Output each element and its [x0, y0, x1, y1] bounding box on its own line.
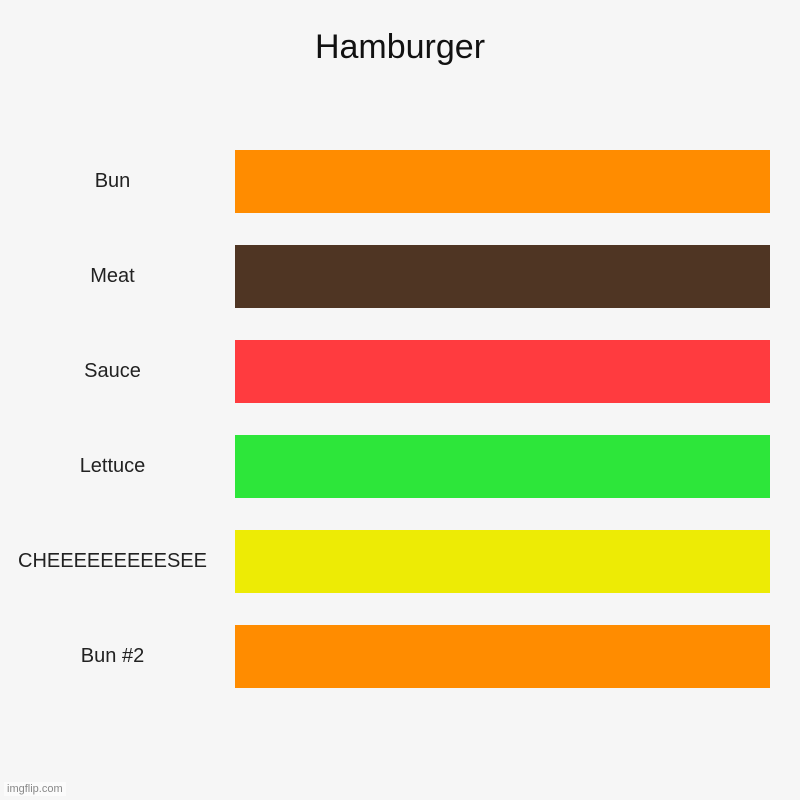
bar-label: Meat — [0, 265, 235, 288]
bar-label: Lettuce — [0, 455, 235, 478]
bar-label: Sauce — [0, 360, 235, 383]
bar-label: Bun — [0, 170, 235, 193]
bar-fill — [235, 435, 770, 498]
bar-row: Bun — [0, 150, 770, 213]
bar-fill — [235, 530, 770, 593]
bar-row: Bun #2 — [0, 625, 770, 688]
bar-fill — [235, 150, 770, 213]
chart-title: Hamburger — [0, 0, 800, 67]
watermark: imgflip.com — [4, 782, 66, 796]
bar-label: Bun #2 — [0, 645, 235, 668]
bar-label: CHEEEEEEEEESEE — [0, 550, 235, 573]
bar-fill — [235, 625, 770, 688]
bar-row: Meat — [0, 245, 770, 308]
bar-row: Lettuce — [0, 435, 770, 498]
bar-fill — [235, 340, 770, 403]
bar-fill — [235, 245, 770, 308]
bar-row: Sauce — [0, 340, 770, 403]
bar-row: CHEEEEEEEEESEE — [0, 530, 770, 593]
bar-chart: Bun Meat Sauce Lettuce CHEEEEEEEEESEE Bu… — [0, 150, 770, 750]
